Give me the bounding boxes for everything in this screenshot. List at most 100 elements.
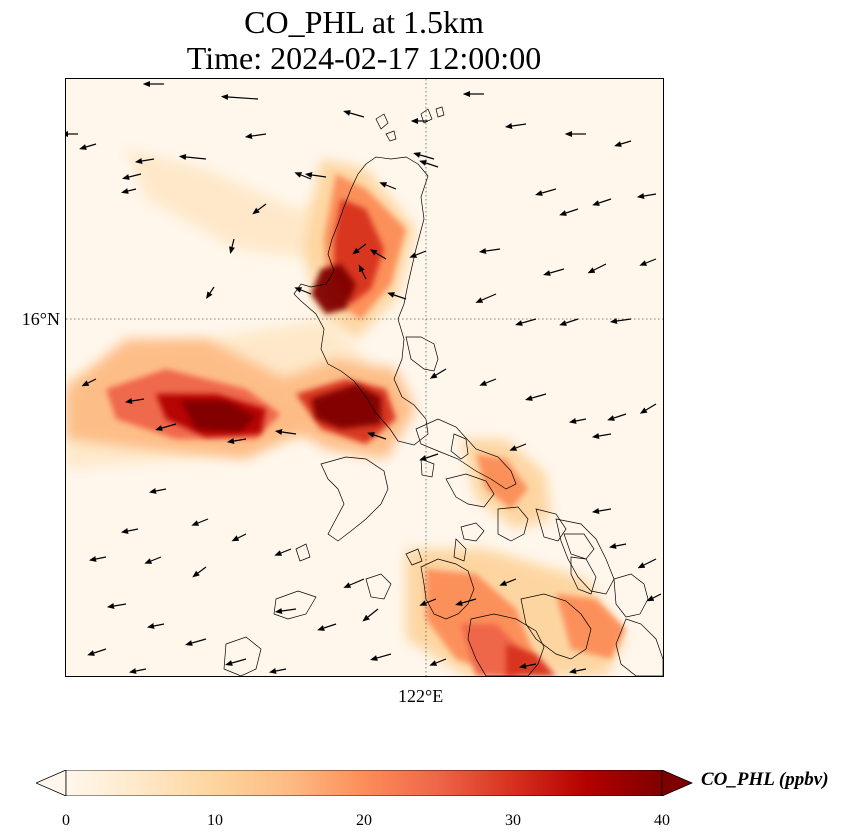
wind-arrow xyxy=(185,638,207,646)
wind-arrow xyxy=(608,543,627,549)
wind-arrow xyxy=(252,203,267,215)
wind-arrow xyxy=(379,182,397,190)
wind-arrow xyxy=(543,268,565,276)
wind-arrow xyxy=(499,578,517,586)
wind-arrow xyxy=(568,668,587,674)
wind-arrow xyxy=(479,378,497,386)
wind-arrow xyxy=(419,160,439,168)
wind-arrow xyxy=(226,438,247,444)
wind-arrow xyxy=(304,172,327,178)
wind-arrow xyxy=(455,598,477,606)
map-panel xyxy=(65,78,664,677)
wind-arrow xyxy=(429,658,447,666)
colorbar-tick-label: 0 xyxy=(62,812,70,829)
colorbar-tick-label: 20 xyxy=(356,812,372,829)
wind-arrow xyxy=(362,608,379,622)
wind-arrow xyxy=(206,286,215,299)
wind-arrow xyxy=(591,433,612,439)
wind-arrow xyxy=(559,318,579,326)
gridlines xyxy=(66,79,663,676)
wind-arrow xyxy=(429,368,447,379)
wind-arrow xyxy=(79,143,97,150)
wind-arrow xyxy=(122,173,142,180)
wind-arrow xyxy=(559,208,579,216)
colorbar-tick-label: 40 xyxy=(654,812,670,829)
wind-arrow xyxy=(155,423,177,431)
wind-arrow xyxy=(358,264,367,280)
wind-arrow xyxy=(535,188,557,196)
wind-arrow xyxy=(294,287,312,295)
wind-arrow xyxy=(409,250,427,258)
wind-arrow xyxy=(220,94,259,100)
wind-arrow xyxy=(191,518,209,526)
plume-patch xyxy=(476,454,528,509)
wind-arrow xyxy=(607,413,627,421)
wind-arrow xyxy=(387,292,407,300)
wind-arrow xyxy=(370,653,392,661)
wind-arrow xyxy=(609,318,632,324)
colorbar-svg xyxy=(34,769,694,797)
coastlines xyxy=(223,106,663,676)
wind-arrow xyxy=(225,658,247,666)
wind-arrow xyxy=(518,663,537,669)
wind-vectors xyxy=(66,81,662,674)
wind-arrow xyxy=(268,668,287,674)
map-svg xyxy=(66,79,663,676)
wind-arrow xyxy=(352,243,367,255)
wind-arrow xyxy=(587,263,607,274)
colorbar xyxy=(34,769,696,797)
colorbar-extend-max xyxy=(661,769,694,797)
wind-arrow xyxy=(231,533,247,542)
wind-arrow xyxy=(178,154,207,160)
wind-arrow xyxy=(294,172,312,180)
wind-arrow xyxy=(192,566,207,578)
wind-arrow xyxy=(478,248,501,254)
wind-arrow xyxy=(509,443,527,451)
plume-patch xyxy=(181,401,256,431)
wind-arrow xyxy=(134,158,155,164)
chart-title-line2: Time: 2024-02-17 12:00:00 xyxy=(186,40,542,76)
wind-arrow xyxy=(614,140,632,147)
chart-title-line1: CO_PHL at 1.5km xyxy=(244,4,484,40)
colorbar-label: CO_PHL (ppbv) xyxy=(701,769,829,790)
wind-arrow xyxy=(274,548,292,556)
wind-arrow xyxy=(475,293,497,303)
wind-arrow xyxy=(639,403,657,414)
plume-patch xyxy=(556,594,626,659)
plume-patch xyxy=(506,644,556,676)
wind-arrow xyxy=(81,378,97,387)
wind-arrow xyxy=(317,623,337,631)
wind-arrow xyxy=(121,188,137,194)
wind-arrow xyxy=(636,193,657,199)
colorbar-tick-label: 30 xyxy=(505,812,521,829)
wind-arrow xyxy=(369,249,387,260)
colorbar-gradient xyxy=(65,769,663,797)
wind-arrow xyxy=(343,578,365,588)
wind-arrow xyxy=(419,453,439,461)
wind-arrow xyxy=(146,623,165,629)
wind-arrow xyxy=(639,258,657,266)
wind-arrow xyxy=(124,398,145,404)
wind-arrow xyxy=(413,152,435,160)
plume-patch xyxy=(311,384,381,429)
plume-patch xyxy=(126,149,366,259)
wind-arrow xyxy=(504,123,527,129)
wind-arrow xyxy=(87,648,107,656)
wind-arrow xyxy=(274,608,297,614)
wind-arrow xyxy=(419,598,437,606)
lon-tick-label: 122°E xyxy=(398,686,444,706)
wind-arrow xyxy=(244,133,267,139)
wind-arrow xyxy=(148,488,167,494)
wind-arrow xyxy=(343,110,365,118)
plume-patch xyxy=(311,264,356,314)
wind-arrow xyxy=(367,432,387,440)
wind-arrow xyxy=(568,418,587,424)
wind-arrow xyxy=(88,556,107,562)
wind-arrow xyxy=(637,558,657,569)
wind-arrow xyxy=(106,603,127,609)
wind-arrow xyxy=(144,556,162,564)
concentration-field xyxy=(66,149,626,676)
wind-arrow xyxy=(229,238,235,254)
lat-tick-label: 16°N xyxy=(21,309,60,329)
wind-arrow xyxy=(515,318,537,326)
